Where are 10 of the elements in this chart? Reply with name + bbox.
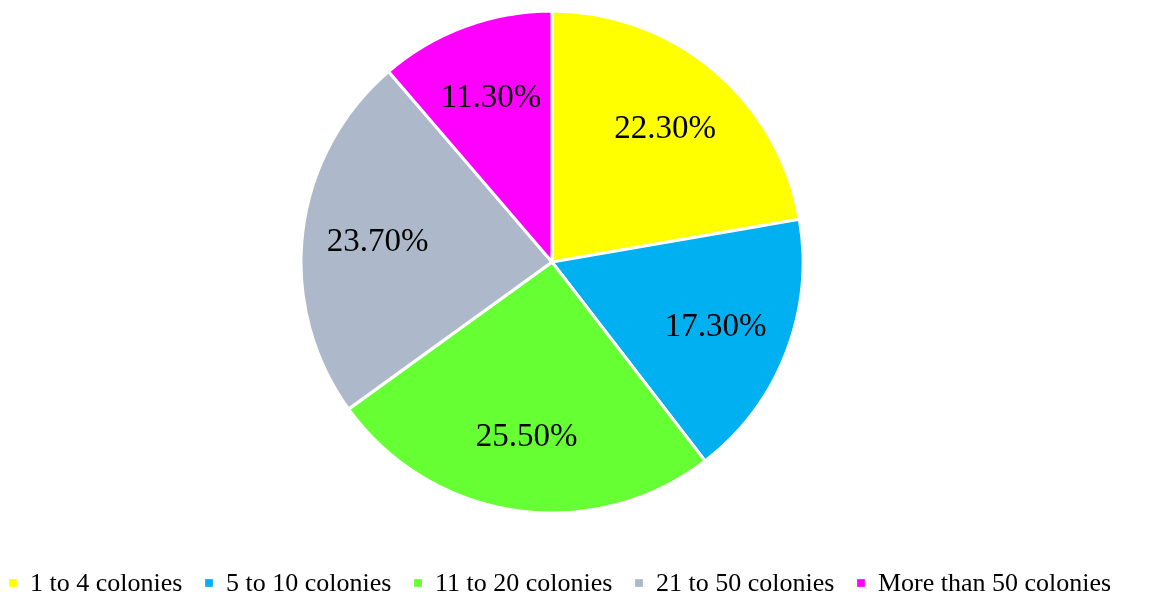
legend-label: 1 to 4 colonies bbox=[30, 568, 183, 597]
data-label: 11.30% bbox=[440, 78, 542, 115]
legend-label: 11 to 20 colonies bbox=[435, 568, 613, 597]
data-label: 22.30% bbox=[614, 108, 717, 145]
legend-label: More than 50 colonies bbox=[878, 568, 1112, 597]
data-label: 23.70% bbox=[326, 222, 429, 259]
legend-label: 5 to 10 colonies bbox=[226, 568, 392, 597]
data-label: 17.30% bbox=[664, 306, 767, 343]
legend-label: 21 to 50 colonies bbox=[656, 568, 835, 597]
data-label: 25.50% bbox=[475, 416, 578, 453]
